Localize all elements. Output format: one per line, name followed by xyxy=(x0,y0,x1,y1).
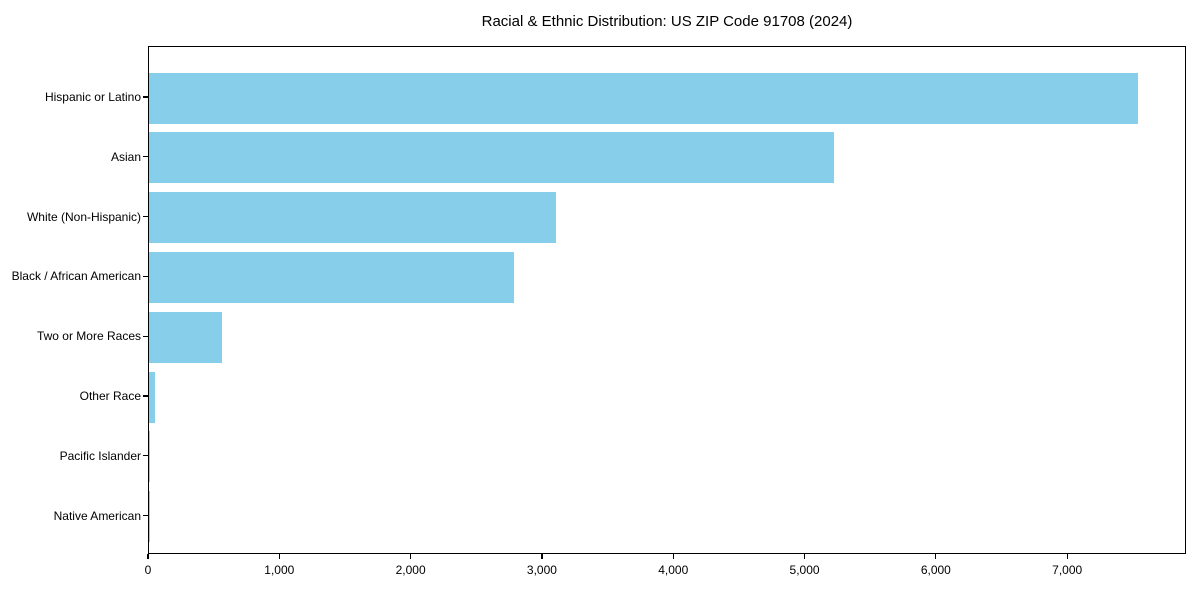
y-tick-mark xyxy=(143,275,148,277)
plot-area xyxy=(148,46,1186,554)
bar-pacific-islander xyxy=(149,431,151,483)
x-tick-mark xyxy=(147,554,149,559)
x-tick-mark xyxy=(1066,554,1068,559)
y-tick-label: White (Non-Hispanic) xyxy=(26,209,141,224)
chart-title: Racial & Ethnic Distribution: US ZIP Cod… xyxy=(481,13,853,30)
x-tick-mark xyxy=(672,554,674,559)
bar-other-race xyxy=(149,371,155,423)
y-tick-mark xyxy=(143,156,148,158)
x-tick-label: 3,000 xyxy=(526,563,557,577)
y-tick-mark xyxy=(143,395,148,397)
y-tick-mark xyxy=(143,335,148,337)
y-tick-label: Black / African American xyxy=(11,269,141,284)
y-tick-mark xyxy=(143,455,148,457)
bar-two-or-more-races xyxy=(149,311,222,363)
bar-native-american xyxy=(149,491,150,543)
x-tick-label: 0 xyxy=(144,563,152,577)
y-tick-label: Hispanic or Latino xyxy=(44,90,141,104)
x-tick-mark xyxy=(803,554,806,559)
x-tick-mark xyxy=(541,554,543,559)
x-tick-label: 5,000 xyxy=(789,563,820,577)
y-tick-label: Other Race xyxy=(79,389,141,403)
x-tick-label: 6,000 xyxy=(920,563,951,577)
bar-hispanic-or-latino xyxy=(149,72,1138,124)
x-tick-mark xyxy=(410,554,412,559)
bar-black-african-american xyxy=(149,251,515,303)
x-tick-label: 4,000 xyxy=(658,563,689,577)
y-tick-mark xyxy=(143,515,148,517)
y-tick-label: Pacific Islander xyxy=(59,448,141,463)
bar-white-non-hispanic xyxy=(149,192,557,244)
x-tick-label: 7,000 xyxy=(1052,563,1083,577)
y-tick-label: Native American xyxy=(53,508,141,523)
x-tick-mark xyxy=(278,554,280,559)
bar-asian xyxy=(149,132,835,184)
y-tick-label: Two or More Races xyxy=(36,329,141,344)
x-tick-label: 2,000 xyxy=(395,563,426,577)
y-tick-mark xyxy=(143,216,148,218)
x-tick-label: 1,000 xyxy=(264,563,295,577)
y-tick-label: Asian xyxy=(110,149,141,164)
x-tick-mark xyxy=(935,554,937,559)
y-tick-mark xyxy=(143,96,148,98)
